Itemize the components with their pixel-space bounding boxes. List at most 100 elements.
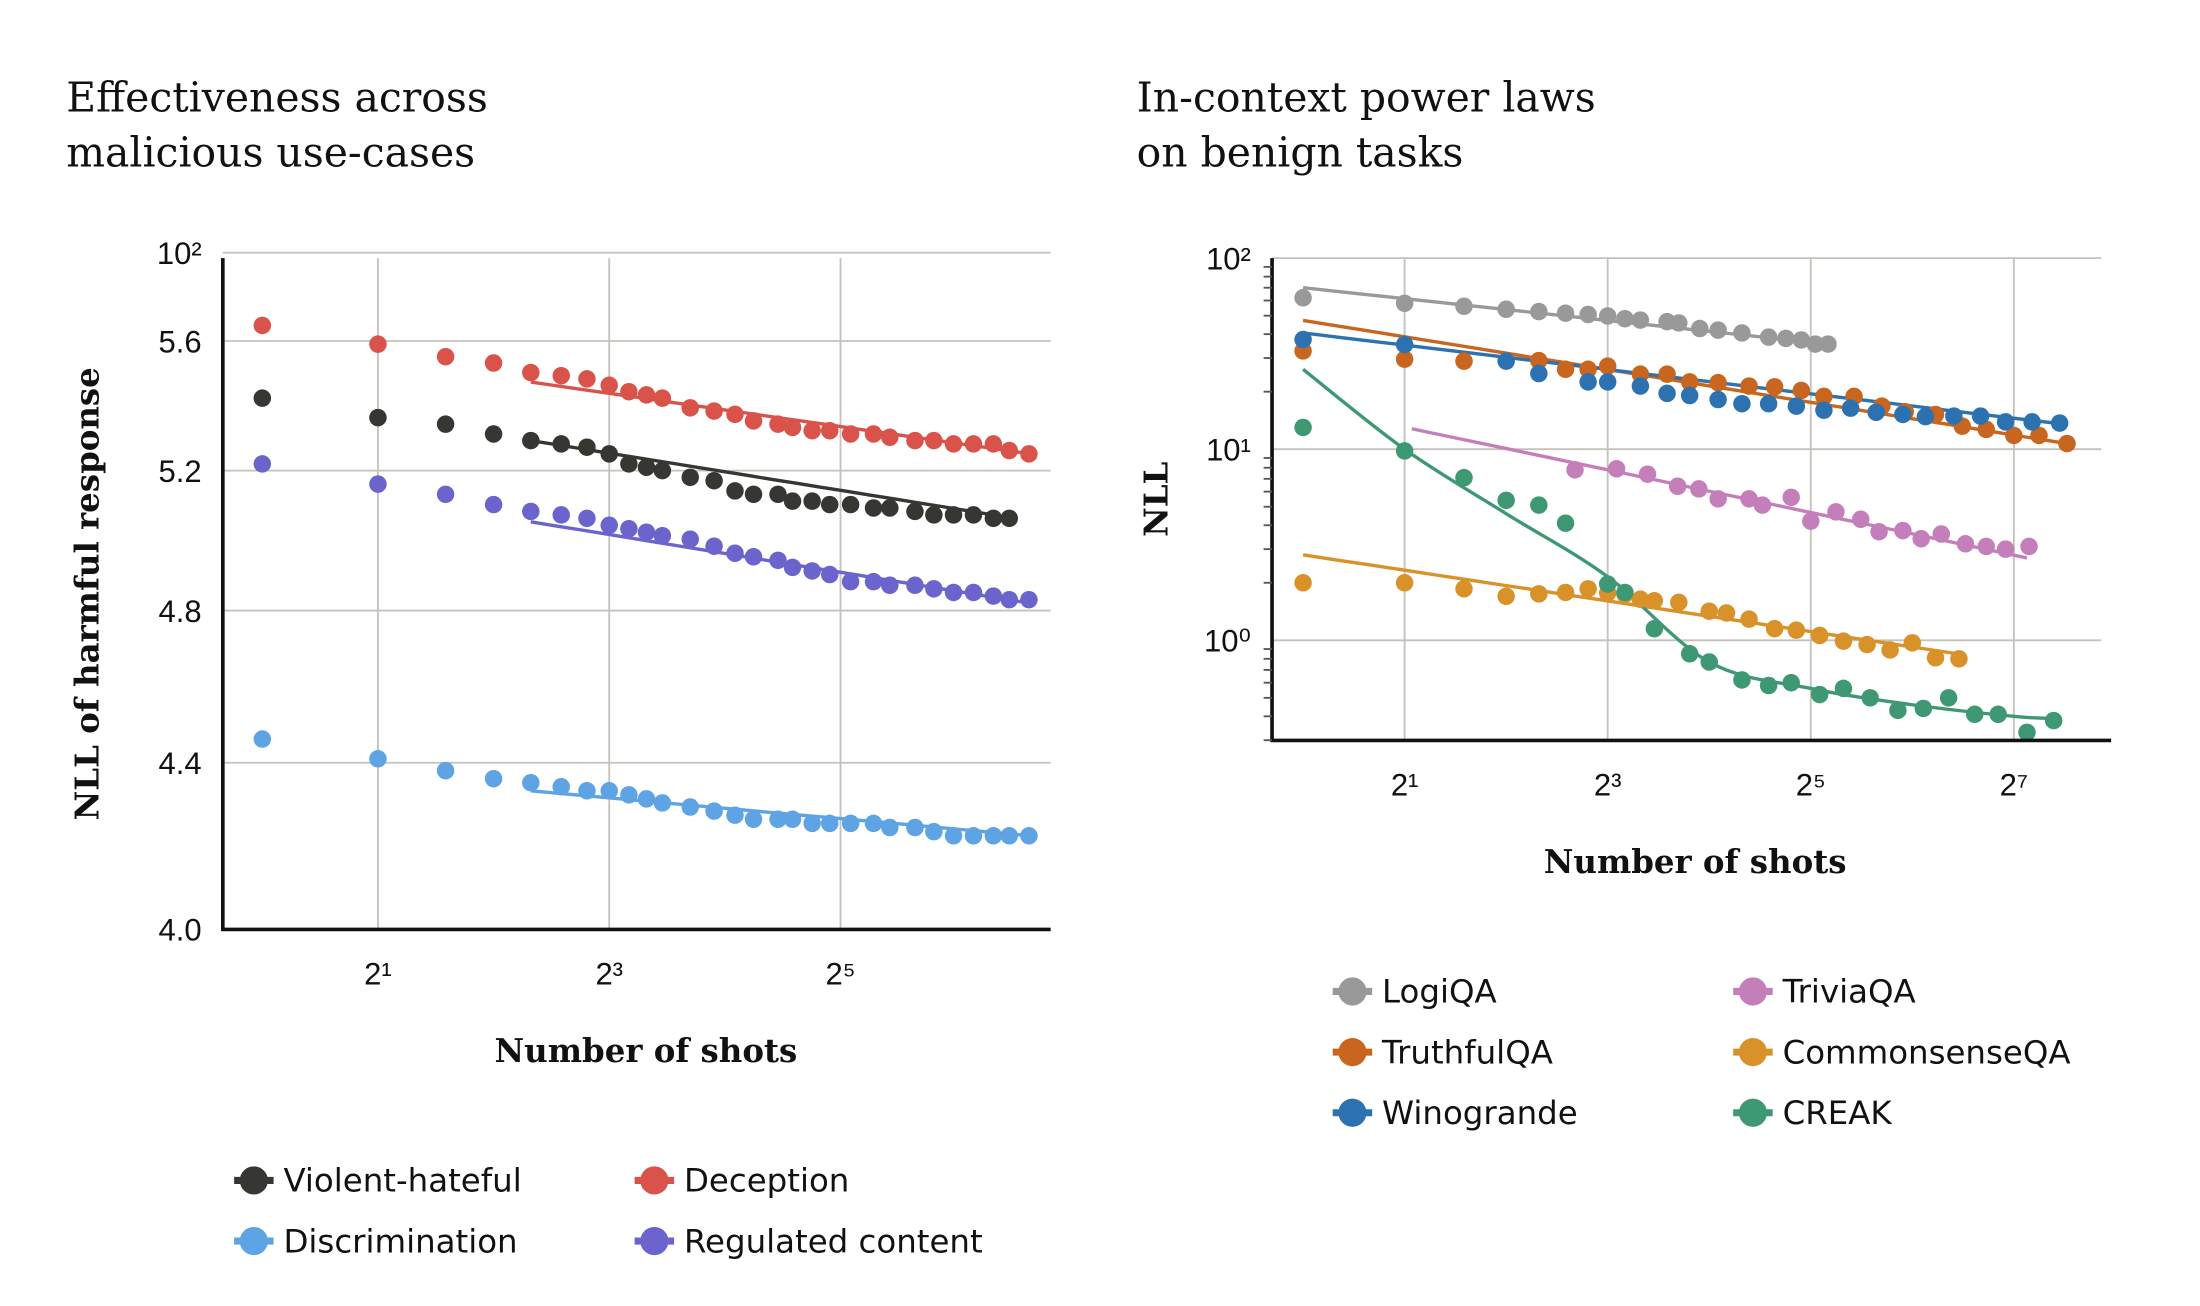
point-deception — [726, 405, 744, 424]
point-violent-hateful — [726, 482, 744, 500]
point-winogrande — [1971, 407, 1990, 425]
y-tick-label: 4.8 — [159, 594, 202, 629]
point-discrimination — [864, 814, 883, 833]
point-truthfulqa — [1765, 378, 1784, 396]
legend-label: Deception — [684, 1162, 849, 1200]
point-creak — [2044, 711, 2063, 730]
point-violent-hateful — [841, 495, 860, 514]
point-violent-hateful — [783, 492, 802, 510]
point-deception — [552, 366, 570, 385]
chart-title-line-2: on benign tasks — [1137, 128, 1464, 176]
point-regulated-content — [964, 583, 983, 602]
point-regulated-content — [1000, 590, 1019, 609]
point-violent-hateful — [552, 435, 570, 453]
point-triviaqa — [1932, 525, 1951, 543]
point-discrimination — [803, 814, 821, 833]
point-creak — [1680, 645, 1699, 663]
point-logiqa — [1616, 309, 1634, 328]
fit-line-winogrande — [1302, 331, 2060, 426]
point-triviaqa — [1709, 490, 1727, 508]
point-commonsenseqa — [1631, 590, 1650, 608]
point-discrimination — [705, 802, 723, 820]
point-creak — [1759, 676, 1778, 695]
point-deception — [436, 347, 455, 366]
legend-item-commonsenseqa: CommonsenseQA — [1733, 1033, 2071, 1071]
point-discrimination — [484, 769, 503, 788]
point-logiqa — [1777, 329, 1795, 348]
gridlines — [1272, 257, 2102, 741]
point-discrimination — [637, 790, 656, 808]
point-violent-hateful — [600, 445, 618, 463]
point-triviaqa — [1894, 521, 1912, 540]
point-winogrande — [1631, 377, 1650, 395]
legend-item-logiqa: LogiQA — [1332, 973, 1497, 1011]
point-regulated-content — [620, 519, 638, 538]
legend-dot-marker — [1738, 1038, 1768, 1067]
point-deception — [1000, 441, 1019, 460]
point-winogrande — [1680, 386, 1699, 405]
point-creak — [1395, 442, 1414, 460]
y-tick-label: 5.6 — [159, 324, 202, 359]
x-tick-label: 2¹ — [1391, 767, 1419, 802]
point-triviaqa — [1851, 510, 1870, 529]
legend: Violent-hateful Deception Discrimination Re… — [234, 1162, 983, 1260]
point-deception — [1020, 445, 1038, 463]
y-tick-label: 10⁰ — [1204, 624, 1251, 659]
legend-label: Regulated content — [684, 1222, 983, 1260]
point-logiqa — [1395, 294, 1414, 313]
point-creak — [1645, 619, 1664, 638]
chart-malicious-use-cases: Effectiveness across malicious use-cases… — [66, 73, 1051, 1260]
point-commonsenseqa — [1787, 621, 1806, 639]
tick-labels: 10² 5.6 5.2 4.8 4.4 4.0 2¹ 2³ 2⁵ — [157, 236, 856, 991]
point-logiqa — [1455, 297, 1473, 315]
point-discrimination — [369, 750, 387, 768]
point-logiqa — [1556, 304, 1575, 322]
point-creak — [2018, 723, 2036, 742]
point-creak — [1834, 679, 1853, 698]
point-triviaqa — [1956, 535, 1975, 553]
point-logiqa — [1709, 321, 1727, 339]
point-regulated-content — [681, 530, 699, 548]
point-discrimination — [726, 806, 744, 824]
point-violent-hateful — [821, 495, 839, 514]
point-triviaqa — [1827, 503, 1845, 521]
legend-dot-marker — [1338, 1038, 1367, 1067]
legend-label: LogiQA — [1382, 973, 1497, 1011]
point-discrimination — [253, 730, 272, 748]
chart-benign-tasks: In-context power laws on benign tasks 10… — [1137, 73, 2112, 1132]
legend-label: TriviaQA — [1782, 973, 1916, 1011]
point-discrimination — [578, 782, 596, 800]
point-creak — [1598, 575, 1617, 593]
point-commonsenseqa — [1765, 619, 1784, 638]
point-deception — [578, 370, 596, 388]
point-violent-hateful — [653, 461, 672, 480]
point-winogrande — [1815, 401, 1833, 419]
point-commonsenseqa — [1294, 574, 1312, 592]
point-violent-hateful — [253, 389, 272, 407]
point-regulated-content — [906, 576, 924, 595]
point-regulated-content — [984, 587, 1003, 605]
point-commonsenseqa — [1903, 634, 1922, 652]
point-winogrande — [1996, 413, 2015, 431]
point-violent-hateful — [769, 485, 787, 504]
point-logiqa — [1598, 307, 1617, 325]
point-logiqa — [1759, 328, 1778, 346]
point-triviaqa — [1977, 537, 1995, 556]
point-deception — [681, 399, 699, 417]
point-commonsenseqa — [1579, 580, 1597, 598]
point-regulated-content — [578, 509, 596, 528]
y-minor-ticks — [1263, 265, 1273, 742]
point-logiqa — [1819, 335, 1837, 353]
point-commonsenseqa — [1926, 649, 1945, 667]
point-deception — [964, 435, 983, 453]
point-violent-hateful — [522, 431, 540, 450]
point-truthfulqa — [2005, 426, 2023, 445]
point-winogrande — [1916, 407, 1935, 426]
point-truthfulqa — [1395, 350, 1414, 368]
point-commonsenseqa — [1556, 583, 1575, 602]
point-violent-hateful — [906, 502, 924, 521]
legend-item-deception: Deception — [634, 1162, 849, 1200]
tick-labels: 10² 10¹ 10⁰ 2¹ 2³ 2⁵ 2⁷ — [1204, 241, 2028, 802]
legend-item-triviaqa: TriviaQA — [1733, 973, 1916, 1011]
point-deception — [821, 421, 839, 440]
